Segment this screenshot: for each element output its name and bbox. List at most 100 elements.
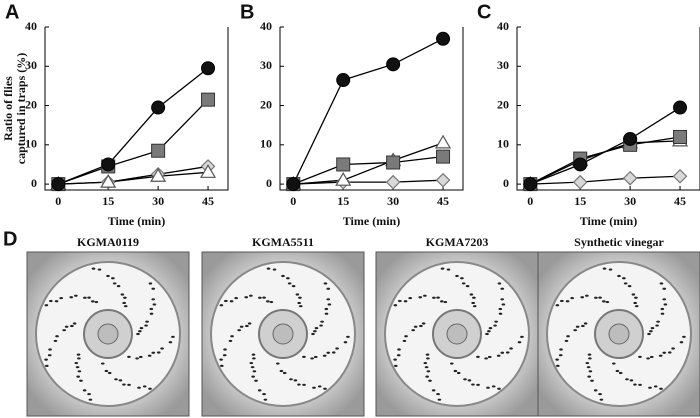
marker	[335, 171, 352, 186]
fly	[249, 294, 253, 297]
photo-title: KGMA7203	[426, 235, 489, 249]
fly	[605, 300, 610, 304]
fly	[64, 325, 69, 328]
fly	[598, 392, 602, 396]
fly	[629, 379, 634, 382]
fly	[423, 294, 427, 297]
fly	[501, 303, 506, 306]
y-tick-label: 10	[260, 137, 272, 151]
fly	[599, 398, 604, 401]
fly	[461, 282, 466, 285]
y-axis-label: captured in traps (%)	[14, 53, 28, 164]
photo-title: KGMA5511	[252, 235, 314, 249]
fly	[634, 305, 639, 308]
fly	[104, 369, 109, 373]
fly	[647, 332, 651, 336]
fly	[79, 379, 83, 382]
fly	[638, 355, 642, 358]
fly	[498, 312, 503, 315]
fly	[425, 353, 430, 356]
fly	[251, 353, 256, 356]
marker	[151, 100, 166, 115]
fly	[585, 361, 590, 365]
fly	[252, 357, 256, 360]
fly	[555, 304, 560, 307]
fly	[662, 351, 667, 354]
fly	[564, 339, 569, 343]
marker	[199, 164, 217, 178]
fly	[439, 300, 444, 303]
fly	[137, 386, 141, 389]
fly	[648, 386, 652, 389]
x-tick-label: 30	[624, 194, 636, 208]
fly	[623, 282, 628, 285]
x-axis-label: Time (min)	[580, 214, 637, 228]
fly	[139, 326, 144, 330]
fly	[62, 329, 66, 332]
fly	[72, 322, 77, 325]
fly	[219, 304, 224, 307]
fly	[625, 378, 629, 381]
fly	[252, 370, 257, 373]
fly	[49, 299, 53, 303]
fly	[279, 369, 284, 373]
fly	[471, 383, 475, 386]
fly	[222, 354, 227, 357]
fly	[228, 339, 233, 343]
fly	[287, 282, 292, 285]
fly	[74, 361, 79, 365]
fly	[297, 301, 301, 305]
marker	[386, 57, 401, 72]
fly	[432, 296, 436, 299]
fly	[327, 303, 332, 306]
fly	[147, 354, 152, 357]
fly	[326, 287, 331, 290]
fly	[118, 379, 123, 382]
fly	[116, 285, 121, 288]
marker	[101, 157, 116, 172]
series-line	[530, 140, 681, 185]
fly	[107, 371, 112, 375]
fly	[497, 282, 502, 285]
fly	[219, 358, 223, 361]
fly	[494, 320, 498, 323]
x-tick-label: 45	[674, 194, 686, 208]
fly	[298, 296, 302, 299]
fly	[398, 299, 402, 303]
fly	[408, 296, 412, 300]
fly	[70, 324, 74, 328]
marker	[523, 177, 538, 192]
fly	[111, 277, 115, 280]
fly	[580, 296, 585, 299]
fly	[491, 385, 496, 388]
fly	[87, 296, 91, 299]
y-tick-label: 30	[25, 58, 37, 72]
fly	[487, 330, 491, 333]
fly	[275, 362, 280, 365]
x-tick-label: 30	[152, 194, 164, 208]
fly	[335, 347, 339, 350]
fly	[343, 341, 348, 344]
fly	[653, 385, 658, 388]
fly	[656, 320, 660, 323]
fly	[251, 375, 255, 378]
fly	[282, 371, 287, 375]
marker	[51, 177, 66, 192]
fly	[75, 366, 80, 369]
fly	[314, 326, 319, 330]
fly	[151, 298, 156, 301]
fly	[249, 361, 254, 365]
marker	[673, 100, 688, 115]
fly	[312, 386, 316, 389]
fly	[455, 274, 459, 278]
fly	[54, 300, 59, 303]
fly	[679, 341, 684, 344]
fly	[138, 355, 143, 359]
marker	[572, 174, 588, 190]
fly	[234, 296, 238, 300]
fly	[428, 379, 432, 382]
fly	[493, 324, 497, 327]
fly	[404, 335, 408, 338]
fly	[467, 379, 472, 382]
fly	[436, 296, 440, 299]
